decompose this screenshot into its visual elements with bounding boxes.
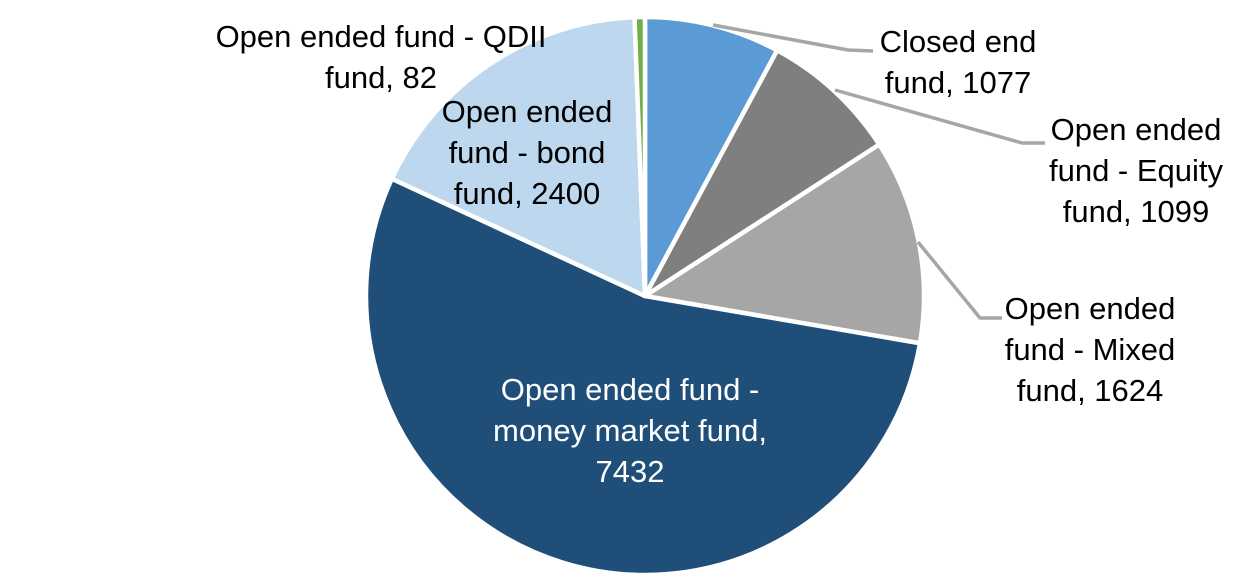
label-line: fund, 1624 [1016, 373, 1164, 408]
pie-slices [363, 14, 927, 578]
label-line: Open ended [441, 94, 613, 129]
data-label-mixed-fund: Open ended fund - Mixed fund, 1624 [1005, 288, 1176, 411]
data-label-qdii-fund: Open ended fund - QDII fund, 82 [216, 16, 547, 98]
data-label-equity-fund: Open ended fund - Equity fund, 1099 [1049, 109, 1223, 232]
label-line: fund - Mixed [1004, 332, 1176, 367]
label-line: Open ended fund - QDII [215, 19, 547, 54]
label-line: fund, 1077 [884, 65, 1032, 100]
label-line: fund - bond [448, 135, 606, 170]
label-line: Open ended [1050, 112, 1222, 147]
pie-slice-open-ended-bond-fund [389, 14, 648, 299]
pie-slice-open-ended-equity-fund [642, 48, 882, 299]
leader-line-open-ended-mixed-fund [916, 240, 1002, 320]
label-line: Open ended [1004, 291, 1176, 326]
label-line: fund, 1099 [1062, 194, 1210, 229]
label-line: fund, 2400 [453, 176, 601, 211]
pie-slice-open-ended-money-market-fund [363, 176, 923, 578]
label-line: money market fund, [493, 413, 767, 448]
leader-lines [712, 23, 1045, 320]
pie-slice-open-ended-qdii-fund [632, 14, 648, 299]
label-line: Closed end [879, 24, 1037, 59]
leader-line-open-ended-equity-fund [834, 88, 1045, 145]
leader-line-closed-end-fund [712, 23, 874, 53]
data-label-money-market-fund: Open ended fund - money market fund, 743… [493, 369, 767, 492]
pie-slice-open-ended-mixed-fund [642, 142, 927, 346]
label-line: Open ended fund - [500, 372, 760, 407]
label-line: 7432 [595, 454, 665, 489]
label-line: fund, 82 [324, 60, 438, 95]
data-label-bond-fund: Open ended fund - bond fund, 2400 [442, 91, 613, 214]
data-label-closed-end-fund: Closed end fund, 1077 [880, 21, 1037, 103]
label-line: fund - Equity [1048, 153, 1224, 188]
